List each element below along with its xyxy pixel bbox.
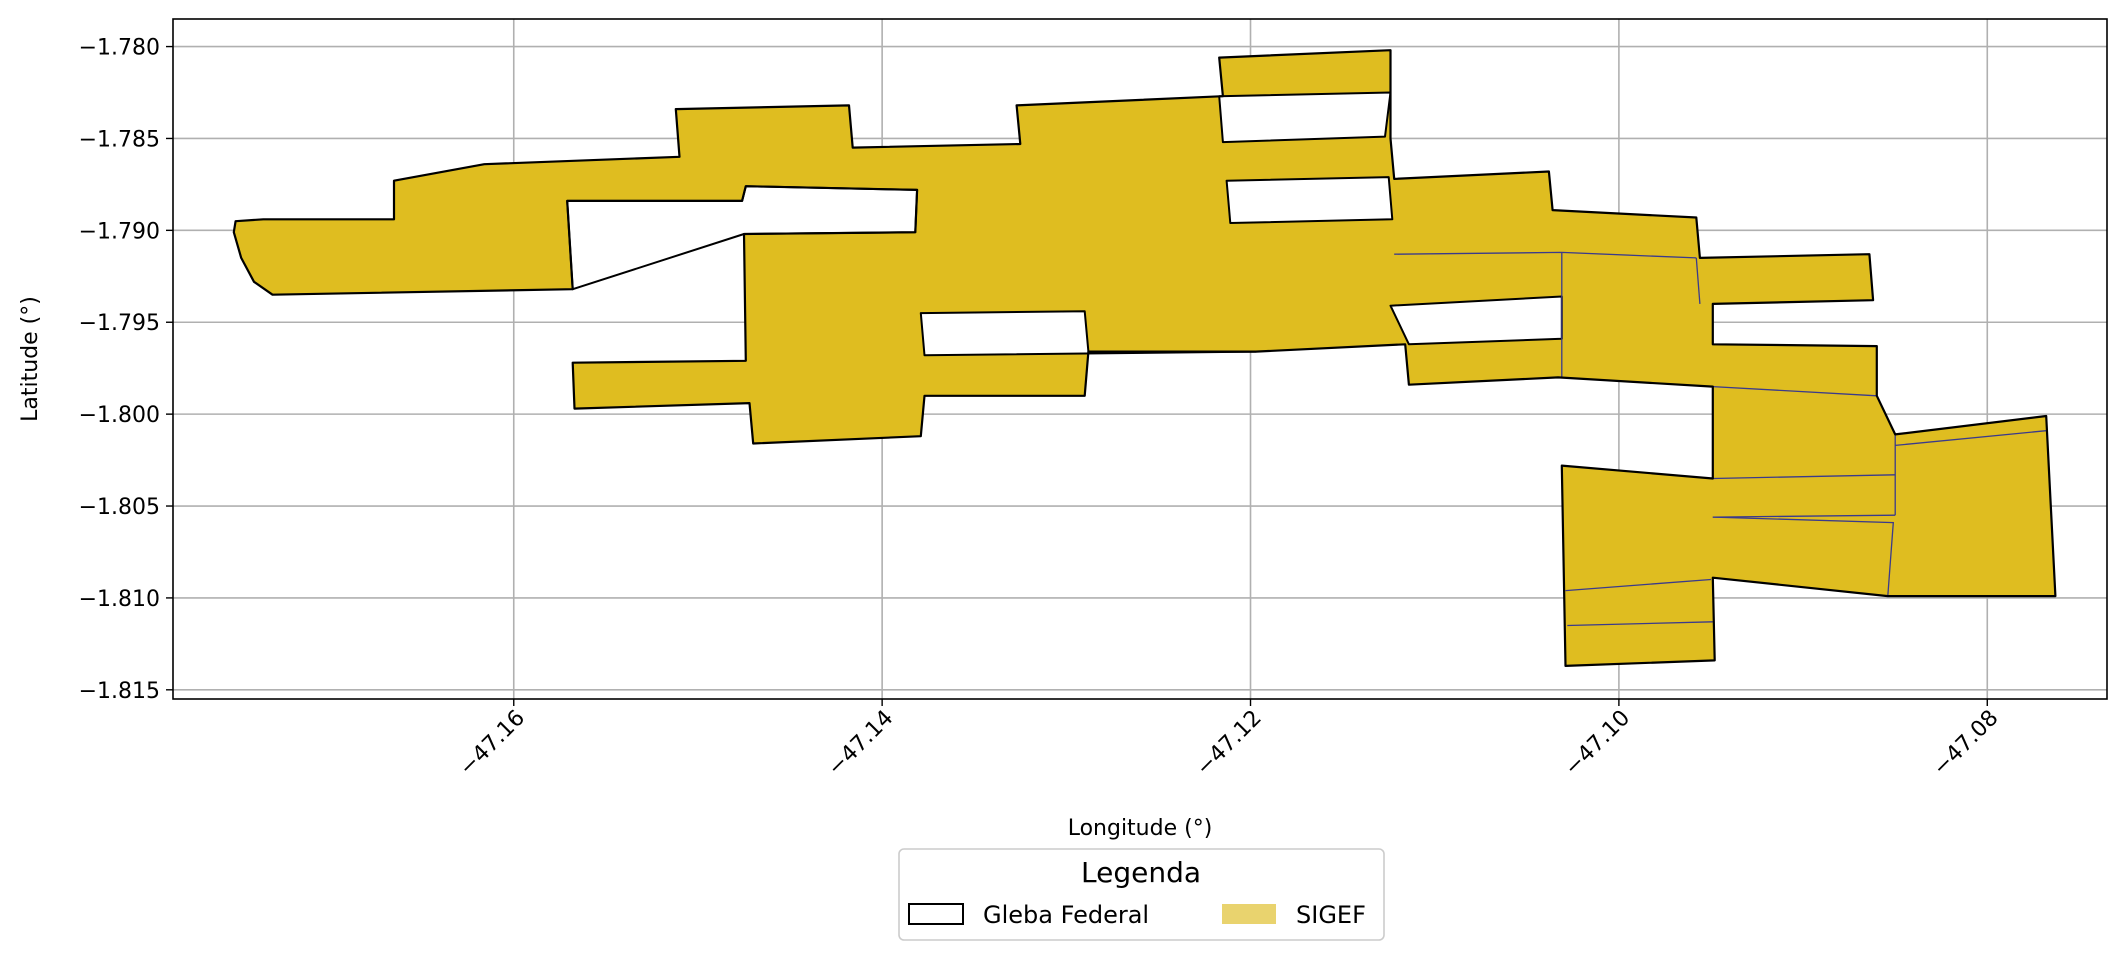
parcel-boundary (1712, 474, 1896, 480)
uncovered-area (1218, 91, 1392, 144)
uncovered-area (1389, 295, 1563, 346)
y-tick-label: −1.805 (79, 495, 160, 520)
parcel-boundary (1565, 578, 1712, 592)
parcel-boundaries (1394, 251, 2047, 627)
legend-swatch-sigef (1222, 904, 1276, 924)
y-tick-label: −1.810 (79, 587, 160, 612)
y-axis-ticks: −1.780 −1.785 −1.790 −1.795 −1.800 −1.805 −1.8… (79, 36, 173, 704)
y-tick-label: −1.790 (79, 219, 160, 244)
axes-frame (172, 18, 2108, 700)
gleba-federal-layer (232, 49, 2057, 667)
parcel-boundary (1895, 430, 2047, 447)
plot-area (172, 18, 2108, 700)
parcel-boundary (1712, 516, 1894, 597)
y-tick-label: −1.795 (79, 311, 160, 336)
y-axis-label: Latitude (°) (18, 296, 43, 422)
legend: Legenda Gleba Federal SIGEF (898, 848, 1385, 941)
sigef-polygon (233, 50, 2056, 666)
legend-title: Legenda (1081, 856, 1201, 889)
parcel-boundary (1567, 621, 1713, 627)
legend-label-gleba-federal: Gleba Federal (983, 901, 1149, 929)
parcel-boundary (1712, 514, 1896, 518)
legend-swatch-gleba-federal (908, 903, 964, 925)
uncovered-area (1225, 176, 1394, 224)
parcel-boundary (1712, 385, 1877, 397)
legend-label-sigef: SIGEF (1296, 901, 1366, 929)
y-tick-label: −1.780 (79, 36, 160, 61)
sigef-layer (233, 50, 2056, 666)
y-tick-label: −1.815 (79, 679, 160, 704)
gleba-federal-boundary (232, 49, 2057, 667)
x-axis-label: Longitude (°) (1068, 816, 1213, 841)
y-tick-label: −1.800 (79, 403, 160, 428)
parcel-boundary (1695, 257, 1701, 304)
y-tick-label: −1.785 (79, 127, 160, 152)
holes-layer (566, 91, 1563, 357)
